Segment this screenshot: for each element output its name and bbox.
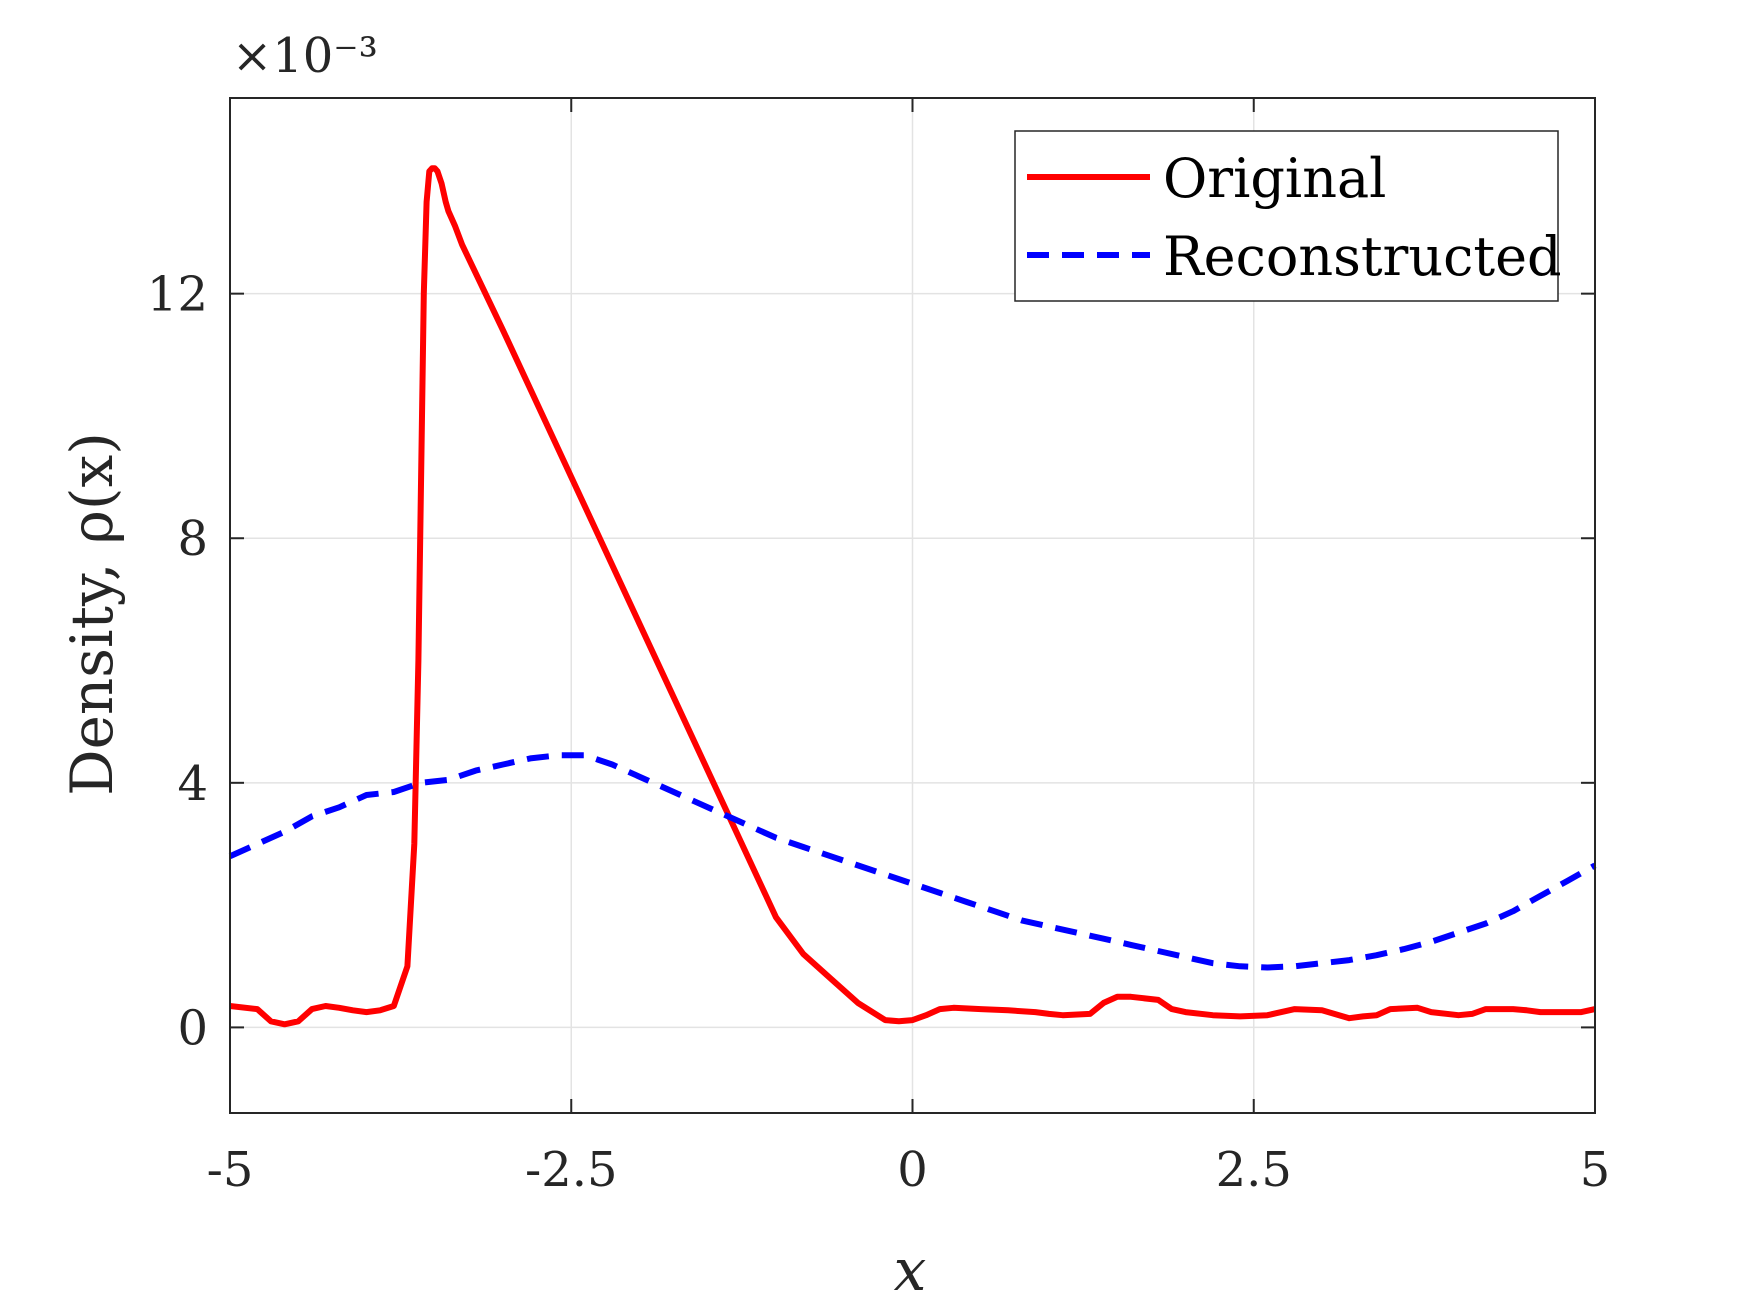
- ticks: [229, 98, 1596, 1113]
- y-tick-label: 12: [147, 267, 208, 323]
- x-tick-label: -5: [207, 1142, 254, 1198]
- legend-label-original: Original: [1163, 147, 1386, 210]
- x-tick-label: 0: [897, 1142, 928, 1198]
- series-line-reconstructed: [228, 752, 1597, 971]
- series-line-original: [229, 165, 1596, 1028]
- y-multiplier: ×10⁻³: [232, 28, 378, 84]
- x-tick-labels: -5 -2.5 0 2.5 5: [207, 1142, 1611, 1198]
- legend-label-reconstructed: Reconstructed: [1163, 225, 1562, 288]
- legend: Original Reconstructed: [1014, 130, 1562, 302]
- y-axis-title: Density, ρ(x): [58, 432, 126, 796]
- y-tick-label: 8: [177, 511, 208, 567]
- x-axis-title: x: [894, 1236, 927, 1304]
- y-tick-labels: 0 4 8 12: [147, 267, 208, 1057]
- y-tick-label: 0: [177, 1000, 208, 1056]
- plot-area: [228, 165, 1597, 1028]
- legend-box: [1014, 130, 1559, 302]
- x-tick-label: 2.5: [1216, 1142, 1292, 1198]
- x-tick-label: 5: [1580, 1142, 1611, 1198]
- x-tick-label: -2.5: [525, 1142, 618, 1198]
- y-tick-label: 4: [177, 756, 208, 812]
